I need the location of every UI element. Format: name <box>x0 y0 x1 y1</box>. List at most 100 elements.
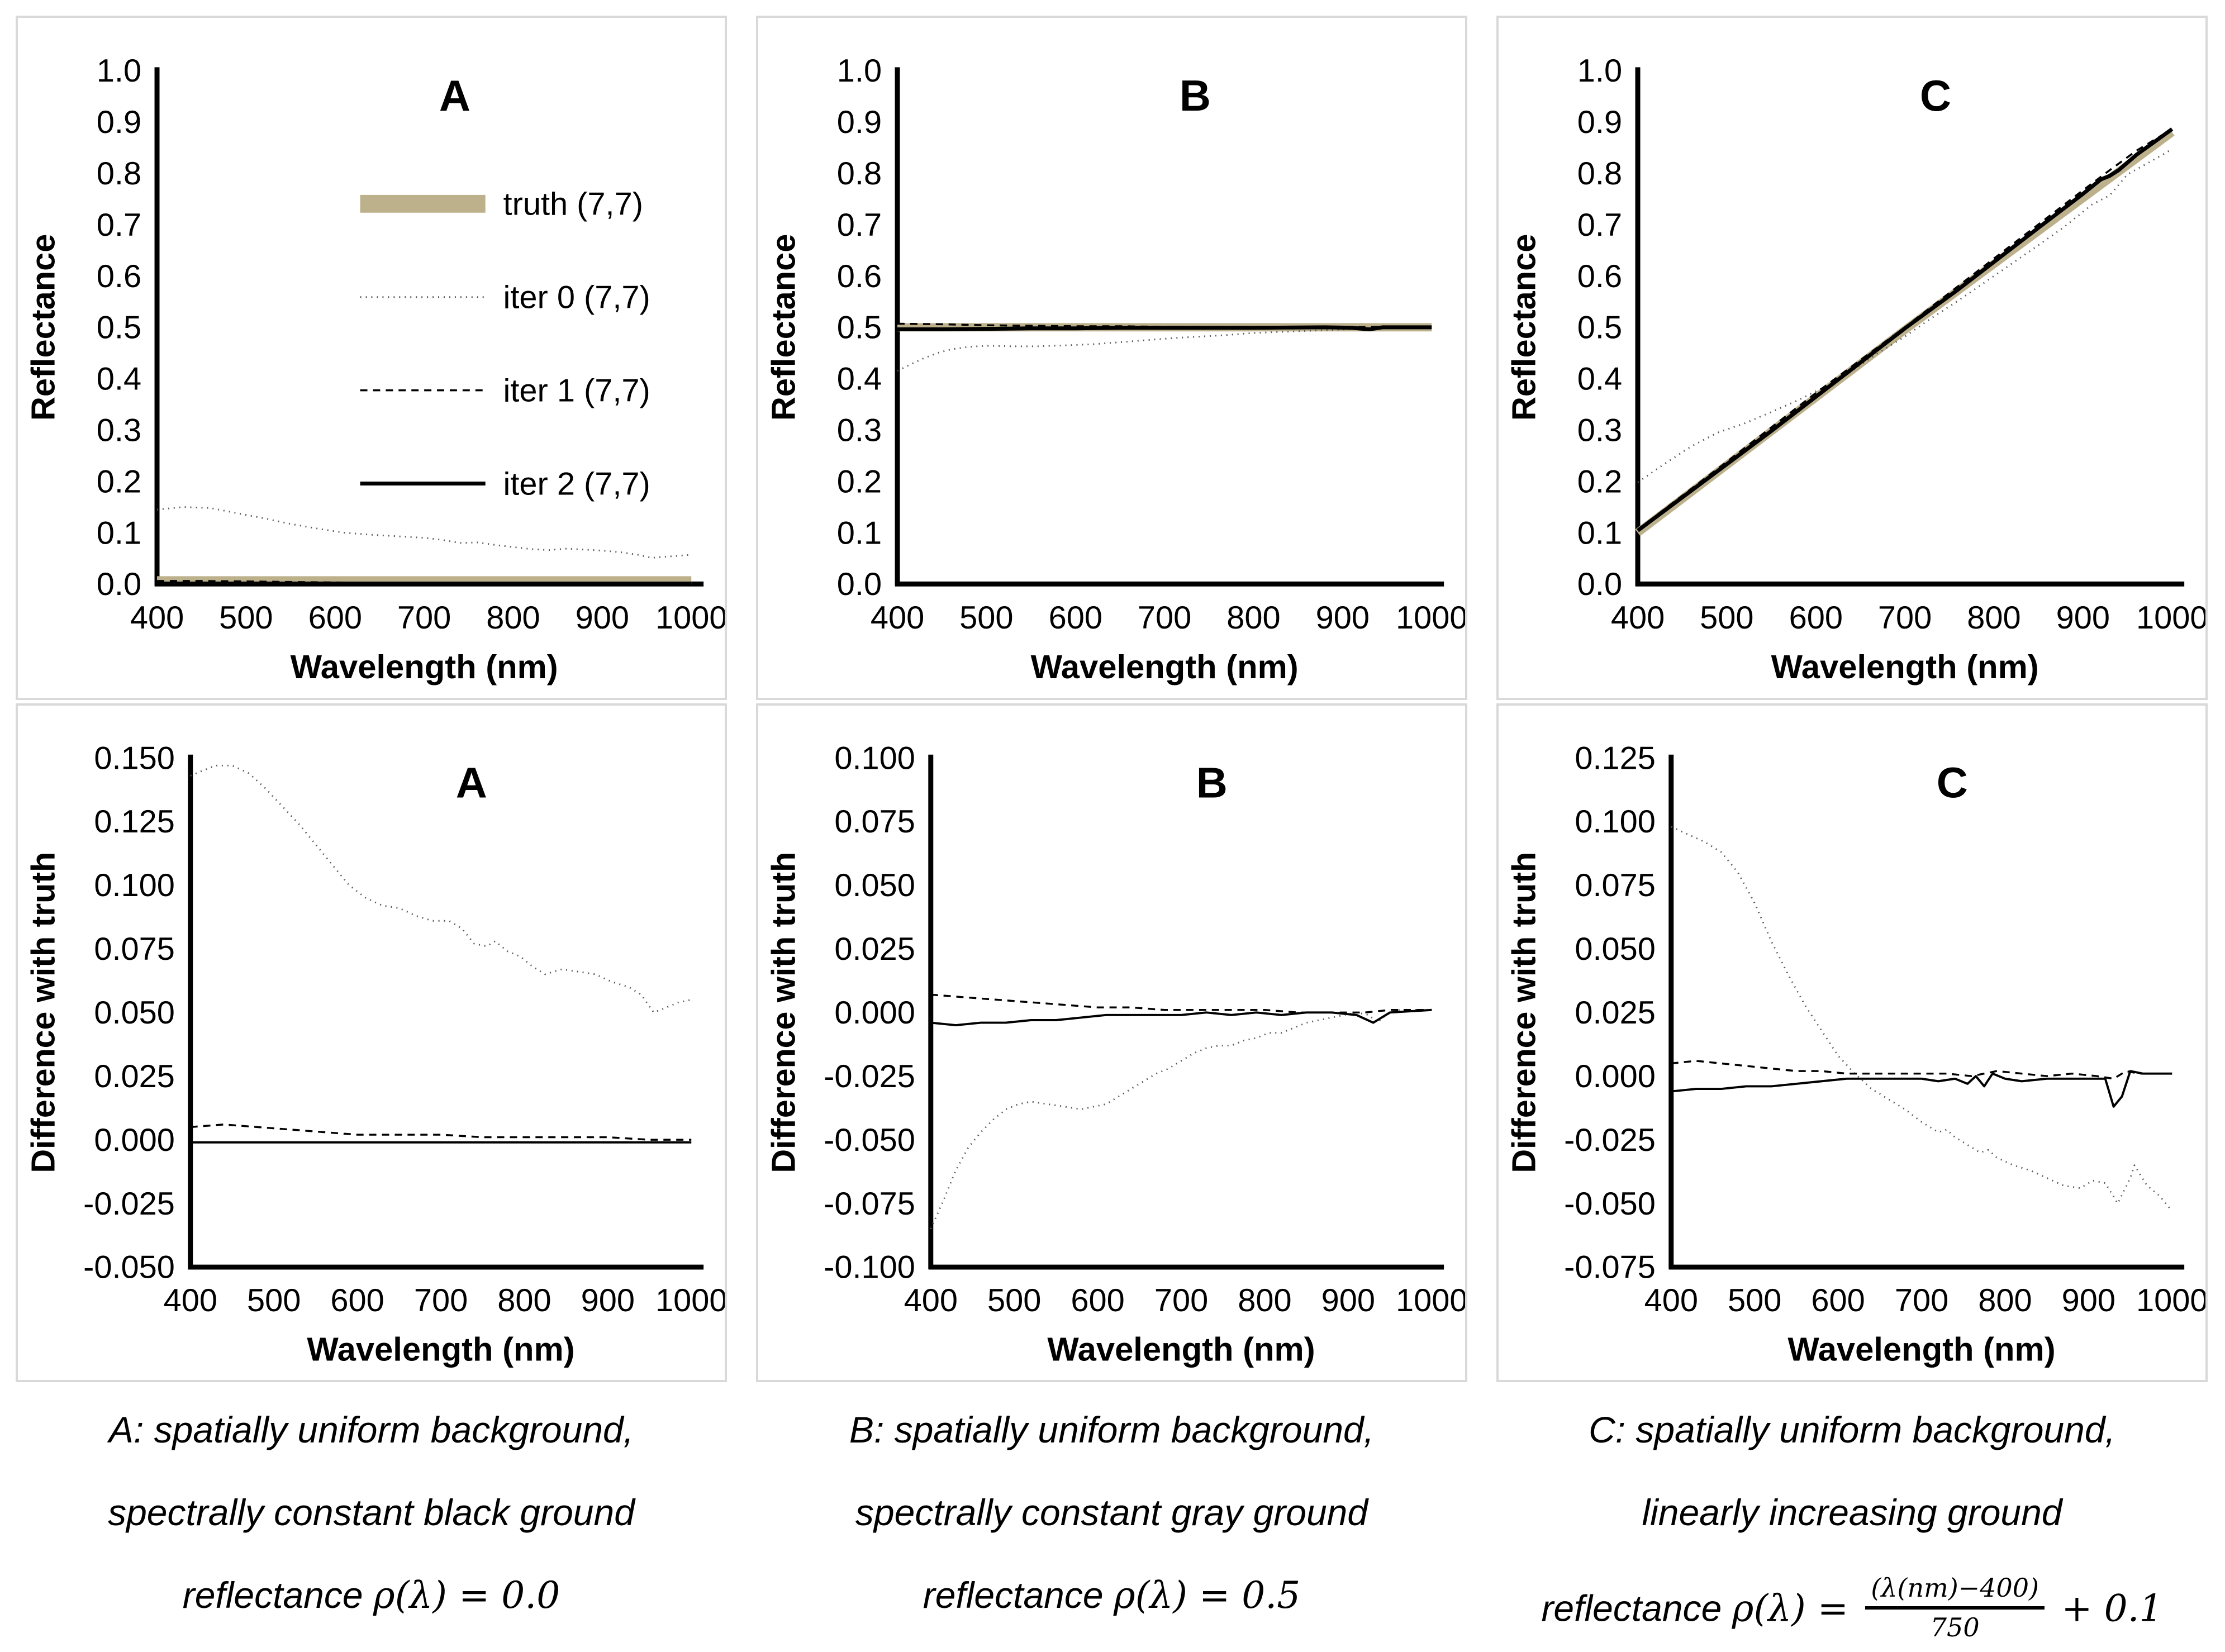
x-tick-label: 700 <box>414 1283 468 1318</box>
y-tick-label: 1.0 <box>1577 53 1622 89</box>
x-tick-label: 400 <box>1644 1283 1698 1318</box>
panel-letter: C <box>1920 72 1951 120</box>
y-axis-title: Difference with truth <box>24 852 61 1173</box>
y-tick-label: 0.075 <box>94 931 175 967</box>
y-tick-label: 0.000 <box>834 995 915 1031</box>
y-tick-label: 0.000 <box>94 1122 175 1158</box>
caption-word: reflectance <box>1541 1587 1722 1629</box>
x-tick-label: 900 <box>1316 600 1370 636</box>
chart-svg: 0.125 0.100 0.075 0.050 0.025 0.000 -0.025 -0.0… <box>1505 741 2205 1368</box>
x-tick-label: 700 <box>1895 1283 1948 1318</box>
y-tick-label: 0.075 <box>834 804 915 840</box>
y-tick-label: 0.4 <box>97 361 141 397</box>
y-tick-label: 0.7 <box>837 207 882 243</box>
y-axis-title: Reflectance <box>765 234 802 421</box>
panel-difference-b: 0.100 0.075 0.050 0.025 0.000 -0.025 -0.050 -0.… <box>756 703 1467 1382</box>
y-tick-label: 0.2 <box>97 464 141 499</box>
y-axis-title: Difference with truth <box>764 852 802 1173</box>
y-tick-label: 0.7 <box>97 207 141 243</box>
chart-grid: 1.0 0.9 0.8 0.7 0.6 0.5 0.4 0.3 0.2 0.1 0.0 400 500 6… <box>16 16 2209 1382</box>
y-tick-label: 0.0 <box>837 566 882 602</box>
fraction-numerator: (λ(nm)−400) <box>1865 1573 2045 1610</box>
x-tick-label: 800 <box>1238 1283 1291 1318</box>
y-tick-label: 0.1 <box>1577 515 1622 551</box>
y-tick-label: 0.9 <box>837 104 882 140</box>
y-tick-label: 0.4 <box>1577 361 1622 397</box>
y-tick-label: 0.4 <box>837 361 882 397</box>
panel-letter: C <box>1937 759 1968 807</box>
legend-label: iter 2 (7,7) <box>503 466 650 502</box>
series-iter0 <box>897 327 1432 372</box>
caption-line: linearly increasing ground <box>1642 1492 2062 1533</box>
caption-formula-tail: + 0.1 <box>2061 1587 2163 1630</box>
series-iter0 <box>930 1009 1432 1230</box>
x-axis-title: Wavelength (nm) <box>1787 1331 2055 1368</box>
fraction-denominator: 750 <box>1930 1612 1980 1643</box>
caption-b: B: spatially uniform background, spectra… <box>756 1411 1467 1646</box>
y-tick-label: 0.125 <box>1575 741 1656 777</box>
y-tick-label: 0.2 <box>1577 464 1622 499</box>
caption-word: reflectance <box>923 1574 1104 1616</box>
y-tick-label: 0.3 <box>1577 413 1622 449</box>
x-tick-label: 800 <box>1978 1283 2032 1318</box>
x-tick-label: 800 <box>497 1283 551 1318</box>
caption-c: C: spatially uniform background, linearl… <box>1496 1411 2208 1646</box>
x-tick-label: 700 <box>1878 600 1932 636</box>
x-axis-title: Wavelength (nm) <box>1031 648 1299 685</box>
series-iter1 <box>930 993 1432 1014</box>
y-tick-label: 0.5 <box>1577 310 1622 346</box>
x-tick-label: 400 <box>164 1283 217 1318</box>
y-tick-label: 0.6 <box>837 259 882 294</box>
caption-formula: ρ(λ) = 0.0 <box>373 1574 560 1617</box>
panel-reflectance-b: 1.0 0.9 0.8 0.7 0.6 0.5 0.4 0.3 0.2 0.1 0.0 400 500 6… <box>756 16 1467 700</box>
x-tick-label: 900 <box>1321 1283 1375 1318</box>
x-tick-label: 600 <box>330 1283 384 1318</box>
y-tick-label: 0.050 <box>94 995 175 1031</box>
x-tick-label: 700 <box>397 600 451 636</box>
panel-letter: A <box>439 72 470 120</box>
x-tick-label: 500 <box>219 600 273 636</box>
caption-line: C: spatially uniform background, <box>1589 1409 2115 1450</box>
legend-label: truth (7,7) <box>503 187 643 222</box>
series-iter0 <box>1637 148 2172 483</box>
caption-formula: ρ(λ) = 0.5 <box>1113 1574 1301 1617</box>
x-tick-label: 600 <box>1049 600 1102 636</box>
caption-fraction: (λ(nm)−400) 750 <box>1865 1573 2045 1643</box>
legend-label: iter 0 (7,7) <box>503 280 650 316</box>
y-tick-label: 0.025 <box>94 1059 175 1094</box>
x-tick-label: 1000 <box>655 600 727 636</box>
y-tick-label: -0.075 <box>1564 1250 1656 1286</box>
panel-letter: B <box>1180 72 1211 120</box>
y-tick-label: 0.3 <box>97 413 141 449</box>
series-iter1 <box>190 1123 692 1141</box>
caption-formula-lead: ρ(λ) = <box>1732 1587 1849 1630</box>
y-tick-label: 0.7 <box>1577 207 1622 243</box>
series-iter2 <box>930 1008 1432 1027</box>
y-tick-label: -0.050 <box>83 1250 175 1286</box>
caption-word: reflectance <box>182 1574 363 1616</box>
y-tick-label: 0.3 <box>837 413 882 449</box>
y-tick-label: 0.050 <box>834 868 915 903</box>
y-tick-label: 0.0 <box>97 566 141 602</box>
x-tick-label: 700 <box>1154 1283 1208 1318</box>
x-tick-label: 500 <box>987 1283 1041 1318</box>
y-tick-label: 0.2 <box>837 464 882 499</box>
y-tick-label: 0.125 <box>94 804 175 840</box>
x-axis-title: Wavelength (nm) <box>291 648 558 685</box>
panel-letter: B <box>1196 759 1228 807</box>
panel-difference-a: 0.150 0.125 0.100 0.075 0.050 0.025 0.000 -0.02… <box>16 703 727 1382</box>
y-tick-label: 0.100 <box>834 741 915 777</box>
x-tick-label: 400 <box>871 600 924 636</box>
y-tick-label: -0.025 <box>824 1059 915 1094</box>
x-tick-label: 900 <box>581 1283 635 1318</box>
y-tick-label: 0.150 <box>94 741 175 777</box>
x-tick-label: 1000 <box>655 1283 727 1318</box>
y-tick-label: 0.025 <box>1575 995 1656 1031</box>
caption-line: A: spatially uniform background, <box>108 1409 634 1450</box>
y-tick-label: 0.8 <box>1577 156 1622 192</box>
x-tick-label: 900 <box>576 600 629 636</box>
